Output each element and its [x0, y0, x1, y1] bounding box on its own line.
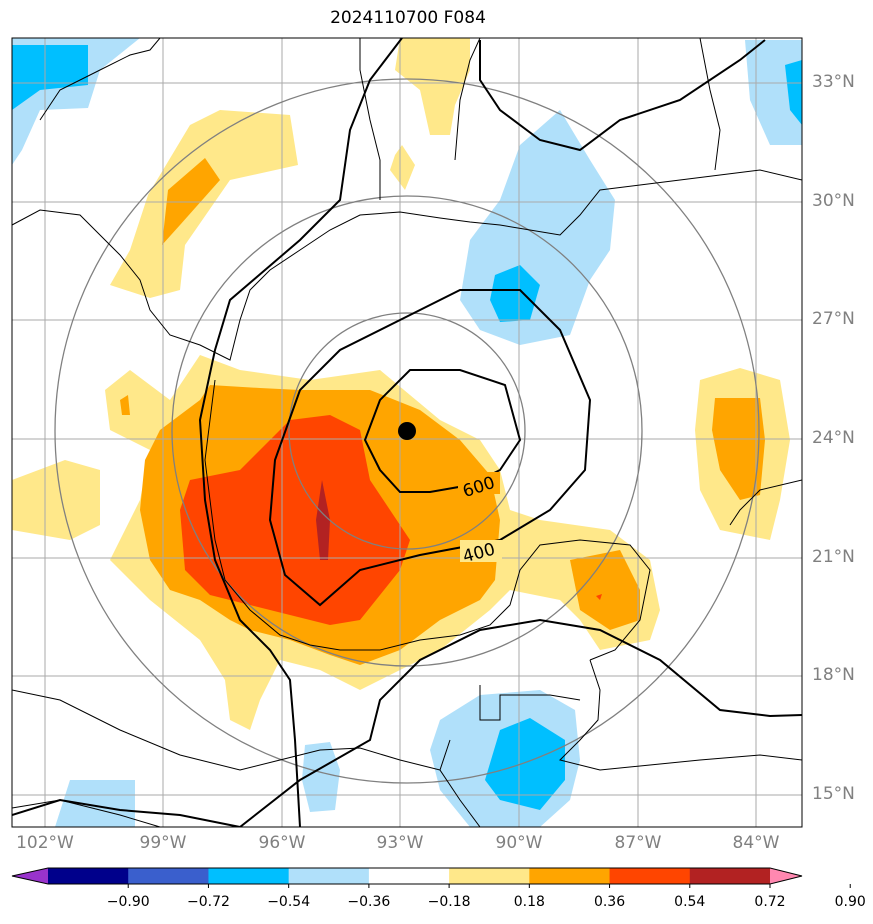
anomaly-negative-region — [12, 45, 88, 110]
anomaly-negative-region — [785, 60, 802, 125]
colorbar-segment — [288, 868, 370, 884]
lat-tick: 33°N — [812, 72, 855, 92]
map-fill-layer — [12, 38, 802, 827]
colorbar-tick: −0.72 — [186, 894, 230, 910]
graticule — [12, 38, 802, 827]
colorbar-segment — [609, 868, 691, 884]
lat-tick: 27°N — [812, 309, 855, 329]
anomaly-positive-region — [180, 415, 410, 625]
colorbar-segment — [208, 868, 290, 884]
colorbar — [11, 867, 851, 888]
contour-label-bg — [458, 472, 500, 494]
lon-tick: 102°W — [16, 833, 74, 853]
anomaly-positive-region — [316, 480, 330, 560]
lat-tick: 15°N — [812, 784, 855, 804]
anomaly-positive-region — [12, 460, 100, 540]
colorbar-tick: 0.36 — [593, 894, 626, 910]
anomaly-negative-region — [302, 742, 340, 812]
storm-center-marker — [398, 422, 416, 440]
colorbar-tick: −0.90 — [106, 894, 150, 910]
colorbar-segment — [449, 868, 530, 884]
anomaly-negative-region — [485, 718, 565, 810]
colorbar-tick: 0.54 — [674, 894, 706, 910]
colorbar-extend-high — [770, 868, 802, 884]
colorbar-outline — [11, 867, 803, 885]
colorbar-tick: −0.18 — [427, 894, 471, 910]
lat-tick: 30°N — [812, 191, 855, 211]
lat-tick: 24°N — [812, 428, 855, 448]
anomaly-positive-region — [570, 550, 640, 630]
colorbar-tick: −0.54 — [267, 894, 311, 910]
plot-frame — [11, 37, 803, 828]
lon-tick: 93°W — [376, 833, 424, 853]
geopotential-contours — [12, 38, 802, 827]
anomaly-positive-region — [110, 110, 298, 298]
lon-tick: 99°W — [139, 833, 187, 853]
lon-tick: 96°W — [258, 833, 306, 853]
colorbar-tick: 0.72 — [754, 894, 786, 910]
colorbar-segment — [689, 868, 771, 884]
anomaly-positive-region — [712, 398, 765, 500]
anomaly-positive-region — [390, 145, 415, 190]
anomaly-negative-region — [55, 780, 135, 827]
lat-tick: 18°N — [812, 665, 855, 685]
colorbar-segment — [368, 868, 450, 884]
lon-tick: 84°W — [732, 833, 780, 853]
lon-tick: 90°W — [495, 833, 543, 853]
anomaly-negative-region — [460, 110, 615, 345]
map-title: 2024110700 F084 — [330, 8, 486, 28]
lon-tick: 87°W — [614, 833, 662, 853]
colorbar-extend-low — [12, 868, 48, 884]
coastlines — [12, 38, 802, 827]
range-rings — [54, 78, 760, 784]
lat-tick: 21°N — [812, 547, 855, 567]
colorbar-tick: 0.90 — [834, 894, 866, 910]
colorbar-tick: 0.18 — [513, 894, 545, 910]
anomaly-negative-region — [490, 265, 540, 322]
anomaly-positive-region — [120, 395, 130, 415]
colorbar-tick: −0.36 — [347, 894, 391, 910]
anomaly-positive-region — [596, 594, 602, 600]
colorbar-segment — [529, 868, 611, 884]
colorbar-segment — [128, 868, 209, 884]
contour-label-bg — [460, 540, 502, 562]
anomaly-positive-region — [395, 38, 470, 135]
colorbar-segment — [48, 868, 129, 884]
